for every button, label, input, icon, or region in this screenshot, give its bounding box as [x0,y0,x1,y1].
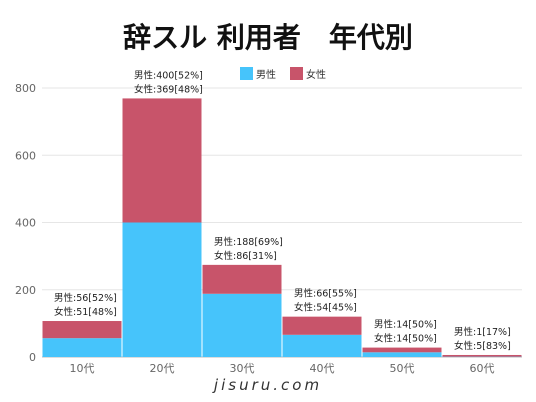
grid [42,87,522,358]
data-label: 男性:1[17%] [454,326,511,338]
bar-60代-女性 [442,354,522,357]
bar-50代-女性 [362,347,442,353]
data-label: 男性:14[50%] [374,319,437,331]
legend-label: 男性 [256,68,276,81]
x-tick-label: 40代 [310,362,335,375]
bars [42,98,522,357]
legend-swatch-女性 [290,67,303,80]
data-label: 男性:400[52%] [134,69,203,81]
bar-10代-女性 [42,321,122,339]
y-axis: 0 200 400 600 800 [15,82,36,364]
y-tick-label: 400 [15,217,36,230]
y-tick-label: 200 [15,284,36,297]
data-label: 男性:66[55%] [294,288,357,300]
x-tick-label: 50代 [390,362,415,375]
x-tick-label: 60代 [470,362,495,375]
data-label: 女性:51[48%] [54,306,117,318]
watermark: jisuru.com [212,376,322,394]
data-labels: 男性:56[52%] 女性:51[48%] 男性:400[52%] 女性:369[48… [54,69,511,352]
data-label: 男性:188[69%] [214,236,283,248]
x-tick-label: 30代 [230,362,255,375]
legend-swatch-男性 [240,67,253,80]
bar-40代-女性 [282,316,362,335]
chart-title: 辞スル 利用者 年代別 [123,21,413,54]
x-axis: 10代 20代 30代 40代 50代 60代 [70,362,495,375]
data-label: 女性:14[50%] [374,333,437,345]
data-label: 女性:86[31%] [214,250,277,262]
bar-30代-男性 [202,293,282,357]
bar-20代-男性 [122,222,202,357]
data-label: 女性:369[48%] [134,83,203,95]
bar-40代-男性 [282,334,362,357]
y-tick-label: 600 [15,149,36,162]
data-label: 男性:56[52%] [54,292,117,304]
bar-20代-女性 [122,98,202,223]
x-tick-label: 10代 [70,362,95,375]
bar-50代-男性 [362,352,442,357]
legend-label: 女性 [306,68,326,81]
data-label: 女性:54[45%] [294,302,357,314]
y-tick-label: 0 [29,351,36,364]
x-tick-label: 20代 [150,362,175,375]
bar-10代-男性 [42,338,122,357]
data-label: 女性:5[83%] [454,340,511,352]
legend: 男性 女性 [240,67,326,81]
y-tick-label: 800 [15,82,36,95]
bar-30代-女性 [202,264,282,294]
